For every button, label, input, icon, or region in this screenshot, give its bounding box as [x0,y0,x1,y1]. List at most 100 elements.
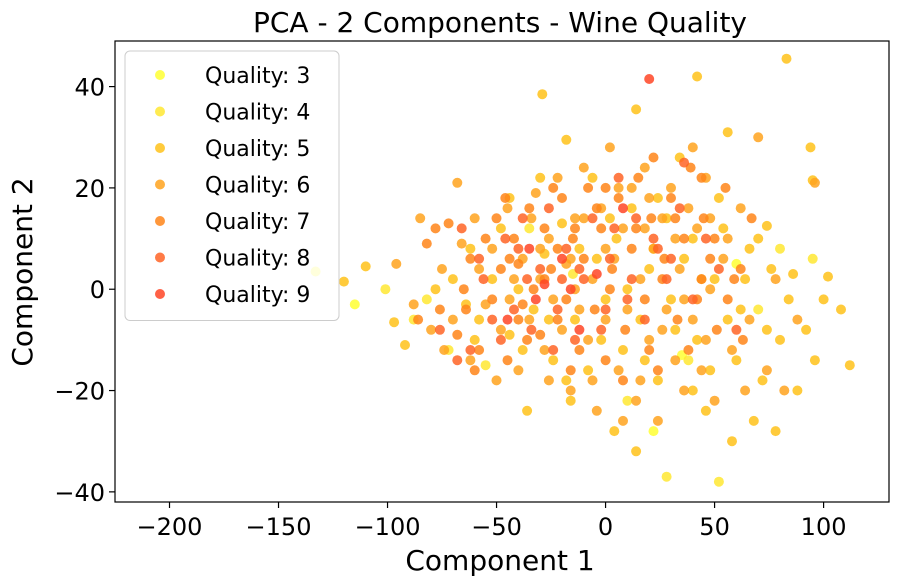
data-point-q2-56 [543,314,554,325]
legend-marker [155,70,165,80]
data-point-q4-34 [639,294,650,305]
data-point-q1-0 [380,284,391,295]
data-point-q2-3 [631,104,642,115]
data-point-q5-30 [548,345,559,355]
data-point-q6-6 [502,314,513,325]
data-point-q3-44 [644,334,655,345]
data-point-q2-52 [809,355,820,366]
data-point-q5-4 [487,314,498,325]
data-point-q2-36 [670,324,681,335]
data-point-q3-62 [735,203,746,214]
data-point-q5-8 [526,324,537,335]
data-point-q5-19 [622,294,633,305]
data-point-q4-62 [430,223,441,234]
data-point-q2-71 [574,243,585,254]
data-point-q5-34 [652,243,663,254]
data-point-q3-78 [679,294,690,305]
data-point-q3-59 [709,395,720,406]
data-point-q4-3 [452,329,463,340]
data-point-q4-17 [539,223,550,234]
data-point-q6-8 [530,294,541,305]
data-point-q5-14 [578,274,589,285]
data-point-q5-7 [517,213,528,224]
x-tick-label: −50 [471,513,522,541]
data-point-q5-29 [522,274,533,285]
data-point-q3-37 [613,365,624,376]
data-point-q6-4 [591,269,602,279]
data-point-q3-11 [487,243,498,254]
data-point-q4-21 [561,294,572,305]
data-point-q3-72 [543,375,554,386]
data-point-q3-83 [504,294,515,305]
y-tick-label: 20 [74,175,105,203]
data-point-q4-11 [509,233,519,244]
legend: Quality: 3 Quality: 4 Quality: 5 Quality: 6… [124,50,340,321]
data-point-q4-15 [528,284,539,295]
data-point-q2-34 [652,375,663,386]
data-point-q4-78 [696,172,707,183]
data-point-q3-77 [657,324,668,335]
data-point-q3-61 [727,345,737,355]
data-point-q4-25 [583,182,594,193]
data-point-q6-3 [574,324,585,335]
data-point-q3-41 [631,395,642,406]
data-point-q2-54 [495,223,506,234]
data-point-q2-68 [465,243,476,254]
x-axis-label: Component 1 [405,544,594,577]
data-point-q2-10 [836,304,846,315]
data-point-q4-40 [679,233,690,244]
data-point-q4-47 [729,274,740,285]
data-point-q4-38 [666,193,676,203]
data-point-q2-65 [744,243,755,254]
data-point-q0-1 [349,299,360,310]
y-tick-label: −40 [54,479,105,507]
data-point-q4-69 [631,223,642,234]
data-point-q4-77 [648,152,659,163]
data-point-q4-27 [596,223,607,234]
data-point-q2-83 [517,345,528,355]
y-axis-label: Component 2 [6,177,39,366]
data-point-q2-28 [600,294,611,305]
data-point-q2-77 [709,274,720,285]
data-point-q4-22 [567,233,578,244]
data-point-q2-20 [513,284,524,295]
data-point-q2-29 [611,233,622,244]
data-point-q3-0 [452,177,463,188]
data-point-q2-1 [692,71,703,82]
data-point-q4-67 [570,223,580,234]
data-point-q3-80 [722,233,733,244]
data-point-q5-33 [626,274,637,285]
data-point-q1-5 [524,223,535,234]
data-point-q2-12 [338,276,349,287]
data-point-q5-10 [543,203,554,214]
data-point-q3-39 [622,304,633,315]
data-point-q3-50 [670,355,681,366]
data-point-q3-4 [426,324,437,335]
x-tick-label: 100 [801,513,847,541]
data-point-q2-74 [639,355,650,366]
data-point-q4-60 [722,294,733,305]
data-point-q5-3 [478,274,489,285]
data-point-q4-49 [746,213,757,224]
data-point-q2-21 [528,304,539,315]
data-point-q2-6 [805,142,816,153]
data-point-q4-63 [461,304,471,315]
data-point-q2-5 [561,134,572,145]
data-point-q3-87 [635,375,646,386]
data-point-q4-73 [735,264,746,274]
data-point-q2-76 [687,233,698,244]
data-point-q4-45 [711,324,722,335]
data-point-q3-64 [753,132,764,143]
data-point-q4-2 [443,218,454,229]
data-point-q4-65 [513,314,524,325]
data-point-q4-33 [633,172,644,183]
data-point-q3-81 [439,345,450,355]
data-point-q5-35 [679,157,690,168]
data-point-q4-20 [557,193,567,203]
data-point-q3-40 [626,182,637,193]
data-point-q3-88 [670,233,681,244]
data-point-q2-30 [618,345,628,355]
data-point-q2-13 [360,261,371,272]
data-point-q3-26 [565,385,576,396]
data-point-q3-90 [740,385,751,396]
